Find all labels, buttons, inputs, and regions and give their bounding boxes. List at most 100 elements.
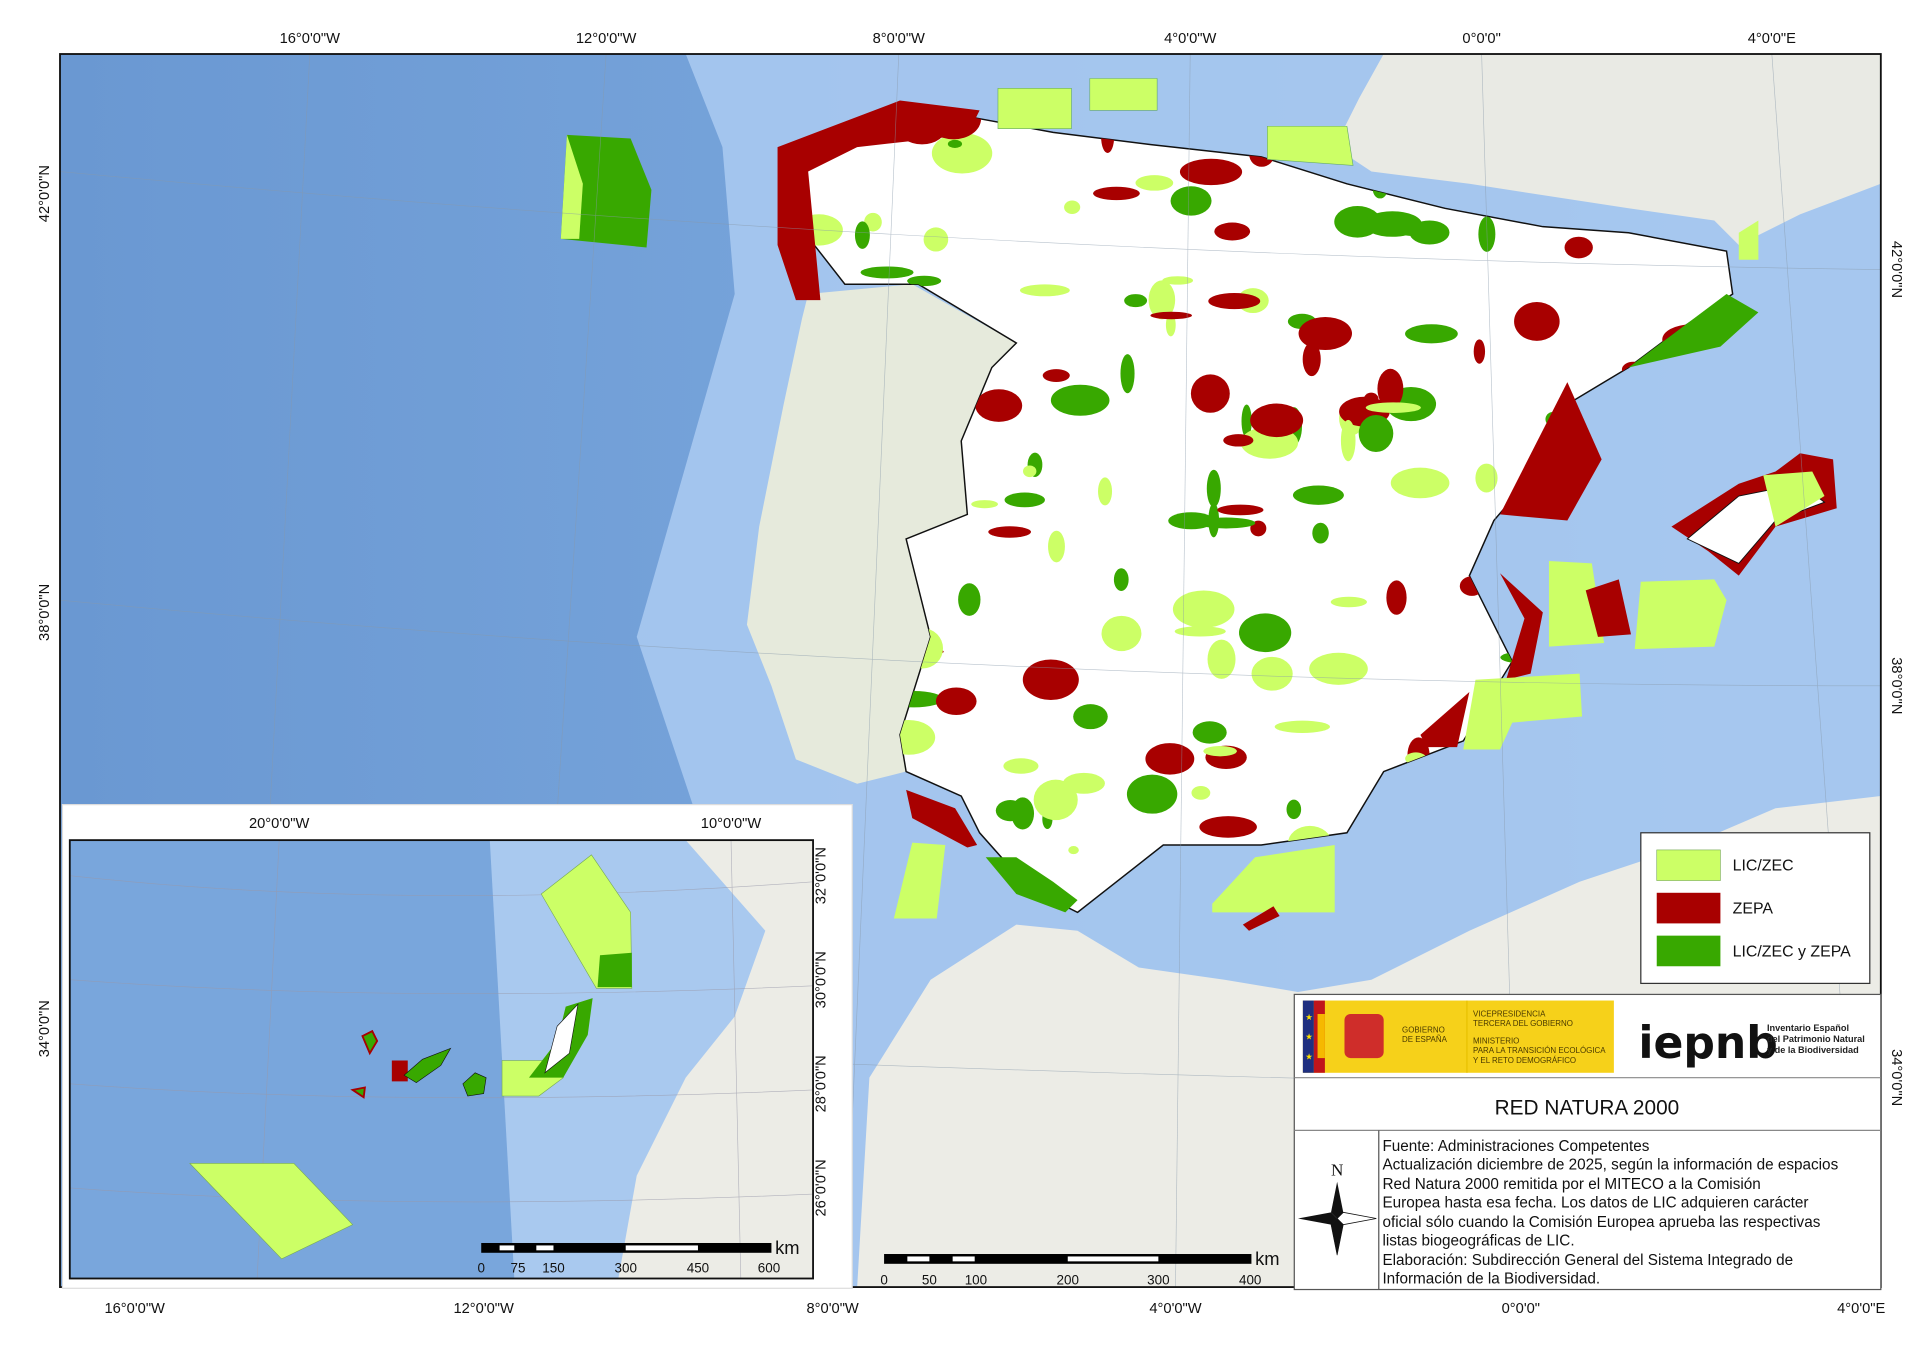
protected-area-patch [1126,774,1178,814]
protected-area-patch [1120,354,1135,394]
protected-area-patch [947,139,963,148]
protected-area-patch [864,212,882,232]
svg-text:Y EL RETO DEMOGRÁFICO: Y EL RETO DEMOGRÁFICO [1473,1056,1576,1065]
lic-galicia-bank [560,134,583,239]
protected-area-patch [1004,492,1045,508]
legend-label-zepa: ZEPA [1733,901,1774,918]
protected-area-patch [1363,392,1379,405]
map-title: RED NATURA 2000 [1495,1096,1680,1119]
legend-label-lic-zepa: LIC/ZEC y ZEPA [1733,943,1852,960]
zepa-galicia-coast [777,100,980,301]
protected-area-patch [1098,477,1113,506]
protected-area-patch [1223,434,1254,447]
gobierno-logo: ★ ★ ★ GOBIERNO DE ESPAÑA VICEPRESIDENCIA… [1302,1000,1614,1073]
lic-alboran [1212,845,1335,913]
protected-area-patch [1286,799,1302,820]
main-map-frame [59,53,1882,1288]
lon-label: 20°0'0"W [249,816,310,832]
protected-area-patch [1023,465,1037,478]
protected-area-patch [1251,656,1293,691]
svg-text:PARA LA TRANSICIÓN ECOLÓGICA: PARA LA TRANSICIÓN ECOLÓGICA [1473,1046,1606,1055]
svg-text:N: N [1331,1161,1343,1180]
top-axis-labels: 16°0'0"W 12°0'0"W 8°0'0"W 4°0'0"W 0°0'0"… [280,31,1797,47]
protected-area-patch [1377,368,1404,409]
protected-area-patch [1239,613,1292,653]
lic-cantabrico-3 [1267,125,1354,166]
svg-text:Elaboración: Subdirección Gene: Elaboración: Subdirección General del Si… [1382,1252,1793,1269]
portugal-land [746,284,1017,784]
lon-label: 0°0'0" [1462,31,1500,47]
protected-area-patch [1475,463,1498,493]
protected-area-patch [958,583,981,616]
protected-area-patch [1190,374,1230,413]
protected-area-patch [1050,384,1110,416]
protected-area-patch [1064,200,1081,215]
protected-area-patch [1192,721,1227,744]
zepa-almeria [1420,691,1470,748]
protected-area-patch [1386,580,1407,615]
lon-label: 8°0'0"W [807,1301,859,1317]
lat-label: 42°0'0"N [1888,241,1904,298]
lon-label: 16°0'0"W [104,1301,165,1317]
right-axis-labels: 42°0'0"N 38°0'0"N 34°0'0"N [1888,241,1904,1106]
scale-label: 200 [1057,1273,1079,1288]
protected-area-patch [1250,520,1267,537]
lat-label: 32°0'0"N [813,847,829,904]
protected-area-patch [1199,816,1257,838]
lat-label: 34°0'0"N [37,1000,53,1057]
protected-area-patch [1191,785,1211,800]
protected-area-patch [975,389,1023,422]
offshore-areas [560,78,1837,931]
protected-area-patch [1362,211,1422,237]
scale-label: 50 [922,1273,937,1288]
protected-area-patch [1172,590,1235,628]
lat-label: 30°0'0"N [813,951,829,1008]
protected-area-patch [1162,276,1194,285]
legend-swatch-lic-zepa [1656,935,1721,967]
protected-area-patch [1214,222,1251,241]
scale-label: 450 [687,1260,709,1275]
protected-area-patch [1208,293,1261,310]
main-scale-bar: km 0 50 100 200 300 400 [880,1248,1279,1288]
iepnb-logo: iepnb Inventario Español del Patrimonio … [1638,1018,1864,1069]
france-land [1273,54,1881,246]
protected-area-patch [1390,467,1450,499]
protected-area-patch [1170,186,1212,216]
lic-cantabrico-1 [997,87,1072,130]
lic-zepa-galicia-bank [560,134,652,248]
lat-label: 34°0'0"N [1888,1049,1904,1106]
canary-islands-inset[interactable]: 20°0'0"W 10°0'0"W 32°0'0"N 30°0'0"N 28°0… [37,804,853,1289]
el-hierro [350,1086,366,1099]
main-map[interactable] [60,54,1881,1288]
svg-text:oficial sólo cuando la Comisió: oficial sólo cuando la Comisión Europea … [1382,1214,1820,1231]
protected-area-patch [1135,175,1174,191]
la-palma [361,1029,379,1056]
svg-text:★: ★ [1305,1051,1313,1061]
lic-zepa-ebro [1628,294,1759,368]
protected-area-patch [988,526,1032,538]
lon-label: 8°0'0"W [873,31,925,47]
scale-unit: km [1255,1248,1279,1269]
protected-area-patch [1042,369,1070,382]
lon-label: 4°0'0"W [1149,1301,1201,1317]
protected-area-patch [1365,402,1421,413]
scale-label: 75 [510,1260,525,1275]
lic-menorca-channel [1634,579,1727,650]
lic-cabo-creus [1738,220,1759,260]
source-notes: Fuente: Administraciones Competentes Act… [1382,1138,1838,1287]
protected-area-patch [1179,158,1243,186]
svg-text:DE ESPAÑA: DE ESPAÑA [1402,1035,1448,1044]
scale-label: 300 [1147,1273,1169,1288]
protected-area-patch [1019,284,1070,297]
zepa-tenerife-west [391,1060,408,1082]
protected-area-patch [1250,403,1304,438]
svg-text:Información de la Biodiversida: Información de la Biodiversidad. [1382,1270,1600,1287]
zepa-alicante [1500,573,1543,680]
africa-land [618,840,814,1279]
protected-area-patch [907,275,942,287]
protected-area-patch [860,266,914,279]
lic-cadiz-gulf [893,842,946,919]
protected-area-patch [1405,324,1458,344]
